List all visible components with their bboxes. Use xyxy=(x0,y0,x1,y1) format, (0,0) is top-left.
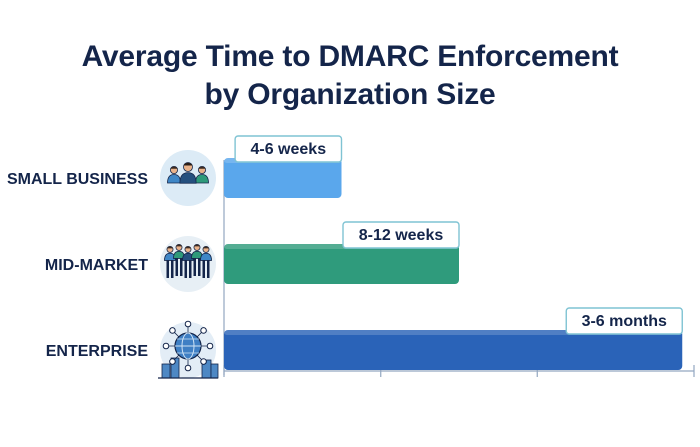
category-label: SMALL BUSINESS xyxy=(7,171,148,188)
data-label-box xyxy=(342,221,460,249)
bar xyxy=(224,158,342,198)
data-label-box xyxy=(565,307,683,335)
category-label: ENTERPRISE xyxy=(46,343,149,360)
data-label: 3-6 months xyxy=(582,313,667,330)
globe-network-icon xyxy=(158,320,219,379)
category-label: MID-MARKET xyxy=(45,257,148,274)
chart-title-line2: by Organization Size xyxy=(204,78,496,111)
small-team-icon xyxy=(160,150,216,206)
data-label: 8-12 weeks xyxy=(359,227,444,244)
data-label: 4-6 weeks xyxy=(250,141,326,158)
bar xyxy=(224,330,683,370)
chart-title-line1: Average Time to DMARC Enforcement xyxy=(81,40,619,73)
bar xyxy=(224,244,459,284)
crowd-icon xyxy=(160,236,216,292)
chart-title: Average Time to DMARC Enforcement by Org… xyxy=(0,38,700,114)
data-label-box xyxy=(234,135,343,163)
